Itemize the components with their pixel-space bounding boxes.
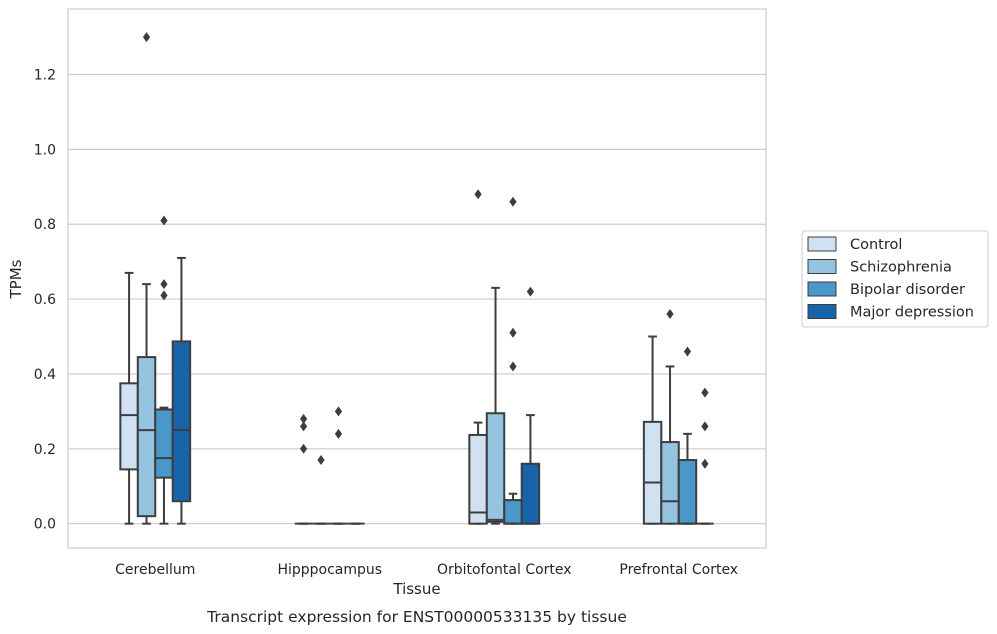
box: [312, 455, 330, 525]
box: [520, 286, 541, 525]
x-axis-ticks: Cerebellum Hipppocampus Orbitofontal Corte…: [115, 562, 738, 578]
box-body: [119, 382, 139, 471]
box-body: [503, 499, 523, 525]
y-axis-ticks: 0.0 0.2 0.4 0.6 0.8 1.0 1.2: [34, 68, 56, 533]
y-tick-label: 0.0: [34, 517, 56, 533]
y-tick-label: 0.8: [34, 217, 56, 233]
box-body: [468, 433, 488, 525]
box-body: [485, 412, 506, 523]
outlier-point: [142, 32, 151, 43]
outlier-point: [334, 428, 343, 439]
outlier-point: [509, 196, 517, 207]
box: [154, 215, 174, 525]
box: [503, 196, 523, 525]
legend-entry: Bipolar disorder: [850, 282, 965, 298]
legend-swatch: [807, 281, 837, 297]
legend: Control Schizophrenia Bipolar disorder Majo…: [801, 230, 989, 328]
outlier-point: [666, 309, 674, 320]
outlier-point: [683, 346, 692, 357]
x-tick-label: Prefrontal Cortex: [619, 562, 738, 578]
box-body: [660, 441, 680, 525]
legend-swatch: [807, 304, 837, 319]
outlier-point: [526, 286, 535, 297]
y-axis-label: TPMs: [7, 259, 25, 299]
outlier-point: [160, 290, 168, 301]
outlier-point: [701, 421, 709, 432]
outlier-point: [509, 327, 517, 338]
x-tick-label: Hipppocampus: [277, 562, 382, 578]
y-tick-label: 0.6: [34, 292, 56, 308]
legend-entry: Major depression: [850, 305, 974, 321]
boxes: [119, 32, 714, 525]
legend-swatch: [807, 259, 837, 274]
outlier-point: [701, 387, 709, 398]
box: [294, 413, 313, 525]
outlier-point: [701, 458, 709, 469]
outlier-point: [509, 361, 517, 372]
box: [171, 256, 192, 525]
outlier-point: [160, 279, 168, 290]
box-body: [520, 462, 541, 525]
y-tick-label: 1.2: [34, 68, 56, 84]
outlier-point: [299, 443, 308, 454]
x-tick-label: Cerebellum: [115, 562, 195, 578]
outlier-point: [317, 455, 325, 466]
chart-caption: Transcript expression for ENST0000053313…: [206, 608, 627, 626]
legend-entry: Control: [850, 237, 902, 253]
outlier-point: [299, 413, 308, 424]
x-axis-label: Tissue: [392, 580, 440, 598]
legend-frame: [801, 230, 989, 328]
box-body: [154, 408, 174, 479]
outlier-point: [299, 421, 308, 432]
y-tick-label: 0.2: [34, 442, 56, 458]
box: [485, 286, 506, 525]
legend-swatch: [807, 236, 837, 252]
box: [642, 335, 663, 525]
box: [329, 406, 348, 525]
box: [696, 387, 714, 525]
x-tick-label: Orbitofontal Cortex: [437, 562, 572, 578]
outlier-point: [474, 189, 482, 200]
outlier-point: [334, 406, 343, 417]
legend-entry: Schizophrenia: [850, 260, 952, 276]
box-body: [677, 459, 698, 525]
box-body: [136, 356, 157, 518]
y-tick-label: 0.4: [34, 367, 56, 383]
outlier-point: [160, 215, 168, 226]
box-body: [642, 420, 663, 525]
box: [136, 32, 157, 525]
y-tick-label: 1.0: [34, 142, 56, 158]
box: [677, 346, 698, 525]
box-body: [171, 340, 192, 503]
